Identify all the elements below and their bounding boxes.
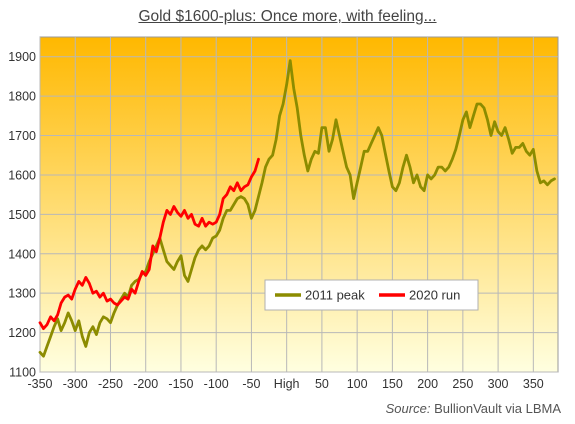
- y-tick-label: 1600: [8, 168, 36, 182]
- series-layer: [38, 59, 556, 358]
- legend-label-peak-2011: 2011 peak: [305, 288, 365, 303]
- y-tick-label: 1500: [8, 208, 36, 222]
- grid: [39, 37, 558, 373]
- x-tick-label: 350: [523, 377, 544, 391]
- x-tick-label: -150: [168, 377, 193, 391]
- legend-label-run-2020: 2020 run: [409, 288, 460, 303]
- x-tick-label: High: [274, 377, 300, 391]
- x-tick-label: 300: [488, 377, 509, 391]
- x-tick-label: 150: [382, 377, 403, 391]
- y-tick-label: 1400: [8, 247, 36, 261]
- x-tick-label: -300: [63, 377, 88, 391]
- source-text: BullionVault via LBMA: [434, 401, 561, 416]
- x-tick-label: -200: [133, 377, 158, 391]
- x-axis: -350 -300 -250 -200 -150 -100 -50 High 50 100 150 2…: [27, 377, 543, 391]
- x-tick-label: 250: [452, 377, 473, 391]
- plot-area: [39, 36, 559, 373]
- y-tick-label: 1100: [9, 366, 36, 380]
- x-tick-label: 200: [417, 377, 438, 391]
- y-tick-label: 1800: [8, 90, 36, 104]
- chart-source: Source: BullionVault via LBMA: [386, 401, 561, 416]
- series-line-peak-2011: [38, 59, 556, 358]
- y-axis: 1100 1200 1300 1400 1500 1600 1700 1800 1900: [8, 50, 36, 379]
- x-tick-label: -250: [98, 377, 123, 391]
- y-tick-label: 1900: [8, 50, 36, 64]
- x-tick-label: 100: [347, 377, 368, 391]
- series-line-run-2020: [38, 157, 260, 330]
- y-tick-label: 1700: [8, 129, 36, 143]
- y-tick-label: 1200: [8, 326, 36, 340]
- source-label: Source:: [385, 401, 431, 416]
- legend: 2011 peak 2020 run: [264, 279, 479, 311]
- y-tick-label: 1300: [8, 287, 36, 301]
- x-tick-label: 50: [315, 377, 329, 391]
- chart-title: Gold $1600-plus: Once more, with feeling…: [138, 8, 437, 25]
- x-tick-label: -50: [242, 377, 260, 391]
- x-tick-label: -350: [27, 377, 52, 391]
- x-tick-label: -100: [204, 377, 229, 391]
